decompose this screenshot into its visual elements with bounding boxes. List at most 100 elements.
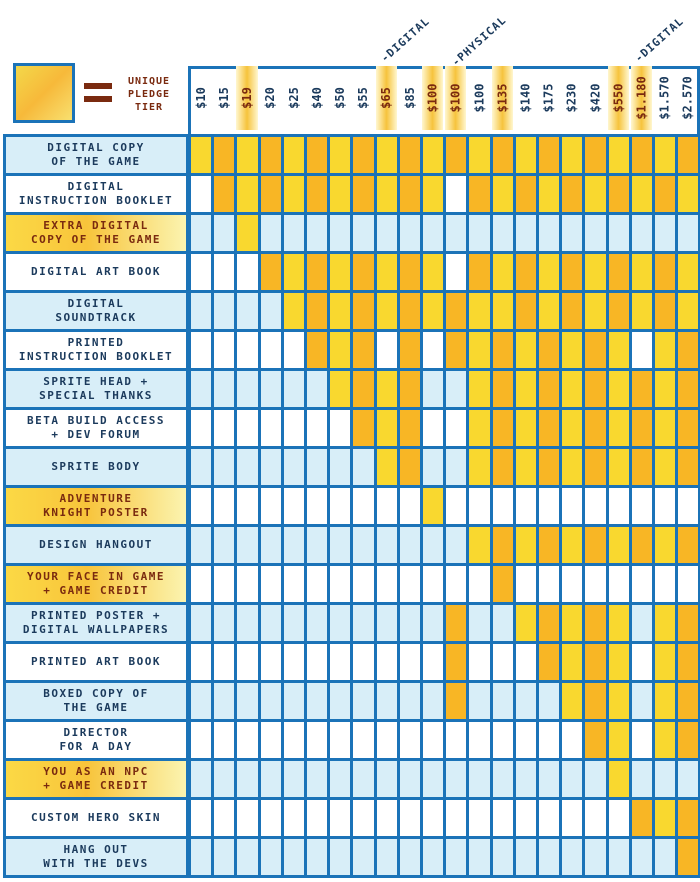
empty-cell	[257, 641, 284, 683]
tier-price-text: $2.570	[680, 76, 695, 120]
tier-price-text: $40	[309, 87, 324, 109]
empty-cell	[211, 836, 238, 878]
reward-label-line: + GAME CREDIT	[43, 584, 149, 597]
tier-price-text: $230	[564, 83, 579, 113]
reward-label-text: PRINTED ART BOOK	[31, 655, 161, 669]
included-cell	[652, 719, 679, 761]
empty-cell	[489, 719, 516, 761]
reward-label-line: YOU AS AN NPC	[43, 765, 149, 778]
empty-cell	[280, 836, 307, 878]
reward-label: BOXED COPY OF THE GAME	[3, 680, 189, 722]
included-cell	[512, 134, 539, 176]
reward-label-text: HANG OUT WITH THE DEVS	[43, 843, 149, 871]
empty-cell	[536, 719, 563, 761]
reward-label: HANG OUT WITH THE DEVS	[3, 836, 189, 878]
included-cell	[420, 134, 447, 176]
included-cell	[582, 173, 609, 215]
reward-label-text: ADVENTURE KNIGHT POSTER	[43, 492, 149, 520]
tier-price-text: $420	[587, 83, 602, 113]
reward-label-line: DIGITAL ART BOOK	[31, 265, 161, 278]
empty-cell	[536, 836, 563, 878]
price-header-frame	[188, 66, 700, 134]
reward-label-text: SPRITE BODY	[51, 460, 140, 474]
empty-cell	[211, 524, 238, 566]
reward-label-line: BETA BUILD ACCESS	[26, 414, 166, 427]
tier-price-label: $85	[399, 66, 420, 130]
tier-price-label: $140	[515, 66, 536, 130]
included-cell	[675, 329, 700, 371]
tier-price-text: $550	[611, 83, 626, 113]
reward-label-line: SPRITE BODY	[51, 460, 141, 473]
reward-label: DIGITAL COPY OF THE GAME	[3, 134, 189, 176]
reward-label-line: SPRITE HEAD +	[43, 375, 149, 388]
reward-label: SPRITE HEAD + SPECIAL THANKS	[3, 368, 189, 410]
reward-label-text: SPRITE HEAD + SPECIAL THANKS	[39, 375, 153, 403]
tier-price-label: $10	[190, 66, 211, 130]
reward-label-text: DIGITAL SOUNDTRACK	[55, 297, 136, 325]
empty-cell	[234, 719, 261, 761]
empty-cell	[443, 836, 470, 878]
reward-label-text: YOU AS AN NPC + GAME CREDIT	[43, 765, 149, 793]
empty-cell	[188, 563, 215, 605]
reward-label-line: DESIGN HANGOUT	[39, 538, 153, 551]
included-cell	[675, 524, 700, 566]
reward-label: DIGITAL ART BOOK	[3, 251, 189, 293]
legend-line-1: UNIQUE	[127, 76, 171, 87]
included-cell	[234, 212, 261, 254]
included-cell	[675, 602, 700, 644]
reward-label: EXTRA DIGITAL COPY OF THE GAME	[3, 212, 189, 254]
reward-label-text: PRINTED INSTRUCTION BOOKLET	[19, 336, 173, 364]
included-cell	[675, 290, 700, 332]
reward-label-line: + GAME CREDIT	[43, 779, 149, 792]
empty-cell	[675, 758, 700, 800]
legend-line-2: PLEDGE	[127, 89, 171, 100]
reward-label-text: YOUR FACE IN GAME + GAME CREDIT	[27, 570, 165, 598]
empty-cell	[489, 836, 516, 878]
reward-label: DIGITAL SOUNDTRACK	[3, 290, 189, 332]
reward-label-text: DIGITAL COPY OF THE GAME	[47, 141, 144, 169]
reward-label: PRINTED INSTRUCTION BOOKLET	[3, 329, 189, 371]
reward-label: YOUR FACE IN GAME + GAME CREDIT	[3, 563, 189, 605]
reward-label-text: PRINTED POSTER + DIGITAL WALLPAPERS	[23, 609, 169, 637]
empty-cell	[373, 329, 400, 371]
tier-price-text: $175	[541, 83, 556, 113]
empty-cell	[559, 563, 586, 605]
section-label-digital: -DIGITAL	[378, 14, 433, 66]
included-cell	[536, 524, 563, 566]
reward-label: CUSTOM HERO SKIN	[3, 797, 189, 839]
included-cell	[675, 368, 700, 410]
tier-price-text: $65	[379, 87, 394, 109]
included-cell	[234, 173, 261, 215]
tier-price-label: $50	[329, 66, 350, 130]
reward-label: DIRECTOR FOR A DAY	[3, 719, 189, 761]
included-cell	[675, 173, 700, 215]
reward-label-line: EXTRA DIGITAL	[43, 219, 149, 232]
reward-label: YOU AS AN NPC + GAME CREDIT	[3, 758, 189, 800]
reward-label-line: DIGITAL	[67, 297, 125, 310]
section-label-physical: -PHYSICAL	[449, 13, 509, 69]
reward-label-line: KNIGHT POSTER	[43, 506, 149, 519]
reward-label-text: EXTRA DIGITAL COPY OF THE GAME	[31, 219, 161, 247]
tier-price-label: $100	[445, 66, 467, 130]
tier-price-text: $10	[193, 87, 208, 109]
reward-label-line: PRINTED POSTER +	[31, 609, 161, 622]
empty-cell	[675, 212, 700, 254]
empty-cell	[373, 563, 400, 605]
reward-label-text: DIGITAL ART BOOK	[31, 265, 161, 279]
empty-cell	[280, 212, 307, 254]
reward-label: DESIGN HANGOUT	[3, 524, 189, 566]
reward-label-line: FOR A DAY	[59, 740, 133, 753]
reward-label-text: DIRECTOR FOR A DAY	[59, 726, 132, 754]
included-cell	[675, 641, 700, 683]
empty-cell	[628, 758, 655, 800]
included-cell	[327, 134, 354, 176]
included-cell	[373, 290, 400, 332]
tier-price-text: $55	[355, 87, 370, 109]
equals-sign	[84, 83, 112, 102]
tier-price-text: $85	[402, 87, 417, 109]
empty-cell	[536, 485, 563, 527]
reward-label-line: INSTRUCTION BOOKLET	[18, 350, 174, 363]
reward-label-text: BETA BUILD ACCESS + DEV FORUM	[27, 414, 165, 442]
reward-label-line: THE GAME	[63, 701, 129, 714]
reward-label-line: INSTRUCTION BOOKLET	[18, 194, 174, 207]
